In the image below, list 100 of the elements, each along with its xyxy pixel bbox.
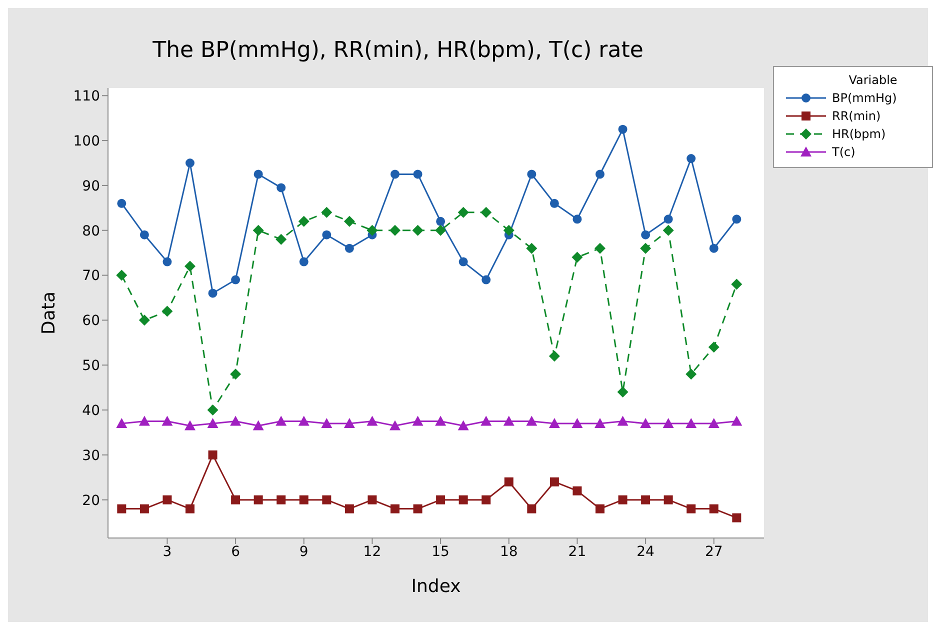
point (731, 278, 742, 290)
point (686, 368, 697, 380)
point (276, 183, 286, 192)
y-tick-label: 80 (82, 223, 100, 240)
x-tick-label: 3 (162, 544, 172, 560)
point (140, 230, 149, 240)
point (344, 216, 355, 227)
point (322, 230, 332, 240)
point (458, 495, 468, 504)
legend-label: HR(bpm) (832, 127, 886, 141)
point (548, 350, 560, 362)
x-tick-label: 15 (432, 544, 450, 560)
point (686, 154, 696, 164)
point (299, 257, 308, 266)
legend-label: RR(min) (832, 109, 881, 123)
point (503, 224, 514, 236)
point (184, 260, 196, 272)
point (435, 224, 446, 236)
y-tick-label: 40 (82, 402, 100, 419)
y-tick-label: 100 (73, 134, 100, 150)
point (708, 342, 720, 353)
point (368, 495, 377, 504)
point (321, 418, 332, 428)
point (413, 170, 422, 179)
point (344, 244, 354, 253)
point (482, 495, 491, 504)
point (596, 504, 604, 514)
point (618, 124, 628, 134)
chart-title: The BP(mmHg), RR(min), HR(bpm), T(c) rate (152, 38, 644, 63)
legend-label: T(c) (832, 145, 856, 159)
point (594, 418, 606, 428)
point (458, 420, 469, 430)
point (208, 450, 218, 460)
point (252, 224, 264, 236)
point (526, 416, 538, 426)
y-tick-label: 30 (82, 448, 100, 464)
point (435, 416, 446, 426)
point (116, 270, 128, 281)
point (618, 495, 628, 504)
point (572, 214, 582, 224)
point (208, 288, 218, 298)
point (594, 242, 606, 254)
point (207, 404, 218, 416)
y-tick-label: 110 (73, 88, 100, 105)
point (230, 416, 242, 426)
point (117, 198, 126, 208)
point (640, 242, 652, 254)
point (641, 495, 650, 504)
legend-label: BP(mmHg) (832, 91, 897, 105)
point (504, 477, 514, 486)
point (480, 416, 492, 426)
point (709, 504, 718, 514)
point (480, 206, 492, 218)
x-tick-label: 9 (299, 544, 308, 560)
point (138, 314, 150, 326)
point (322, 495, 332, 504)
point (548, 418, 560, 428)
point (550, 198, 559, 208)
point (366, 416, 378, 426)
point (390, 170, 400, 179)
point (276, 416, 287, 426)
point (596, 170, 604, 179)
point (662, 418, 674, 428)
point (390, 224, 400, 236)
point (230, 368, 242, 380)
point (390, 504, 400, 514)
point (503, 416, 514, 426)
y-tick-label: 70 (82, 268, 100, 284)
y-tick-label: 60 (82, 313, 100, 330)
point (458, 257, 468, 266)
point (184, 420, 196, 430)
point (641, 230, 650, 240)
point (436, 216, 446, 226)
point (299, 495, 308, 504)
point (550, 477, 559, 486)
point (116, 418, 128, 428)
point (617, 386, 628, 398)
point (572, 486, 582, 496)
point (162, 257, 172, 266)
point (344, 418, 355, 428)
x-tick-label: 18 (500, 544, 518, 560)
point (344, 504, 354, 514)
point (412, 224, 424, 236)
point (527, 504, 536, 514)
point (732, 513, 742, 522)
point (526, 242, 538, 254)
point (664, 214, 673, 224)
x-axis-title: Index (411, 576, 462, 597)
point (186, 158, 194, 168)
point (686, 504, 696, 514)
point (390, 420, 400, 430)
point (572, 418, 583, 428)
x-tick-label: 27 (704, 544, 723, 560)
point (458, 206, 469, 218)
point (162, 495, 172, 504)
x-tick-label: 12 (363, 544, 382, 560)
point (162, 416, 173, 426)
point (436, 495, 446, 504)
point (662, 224, 674, 236)
point (686, 418, 697, 428)
